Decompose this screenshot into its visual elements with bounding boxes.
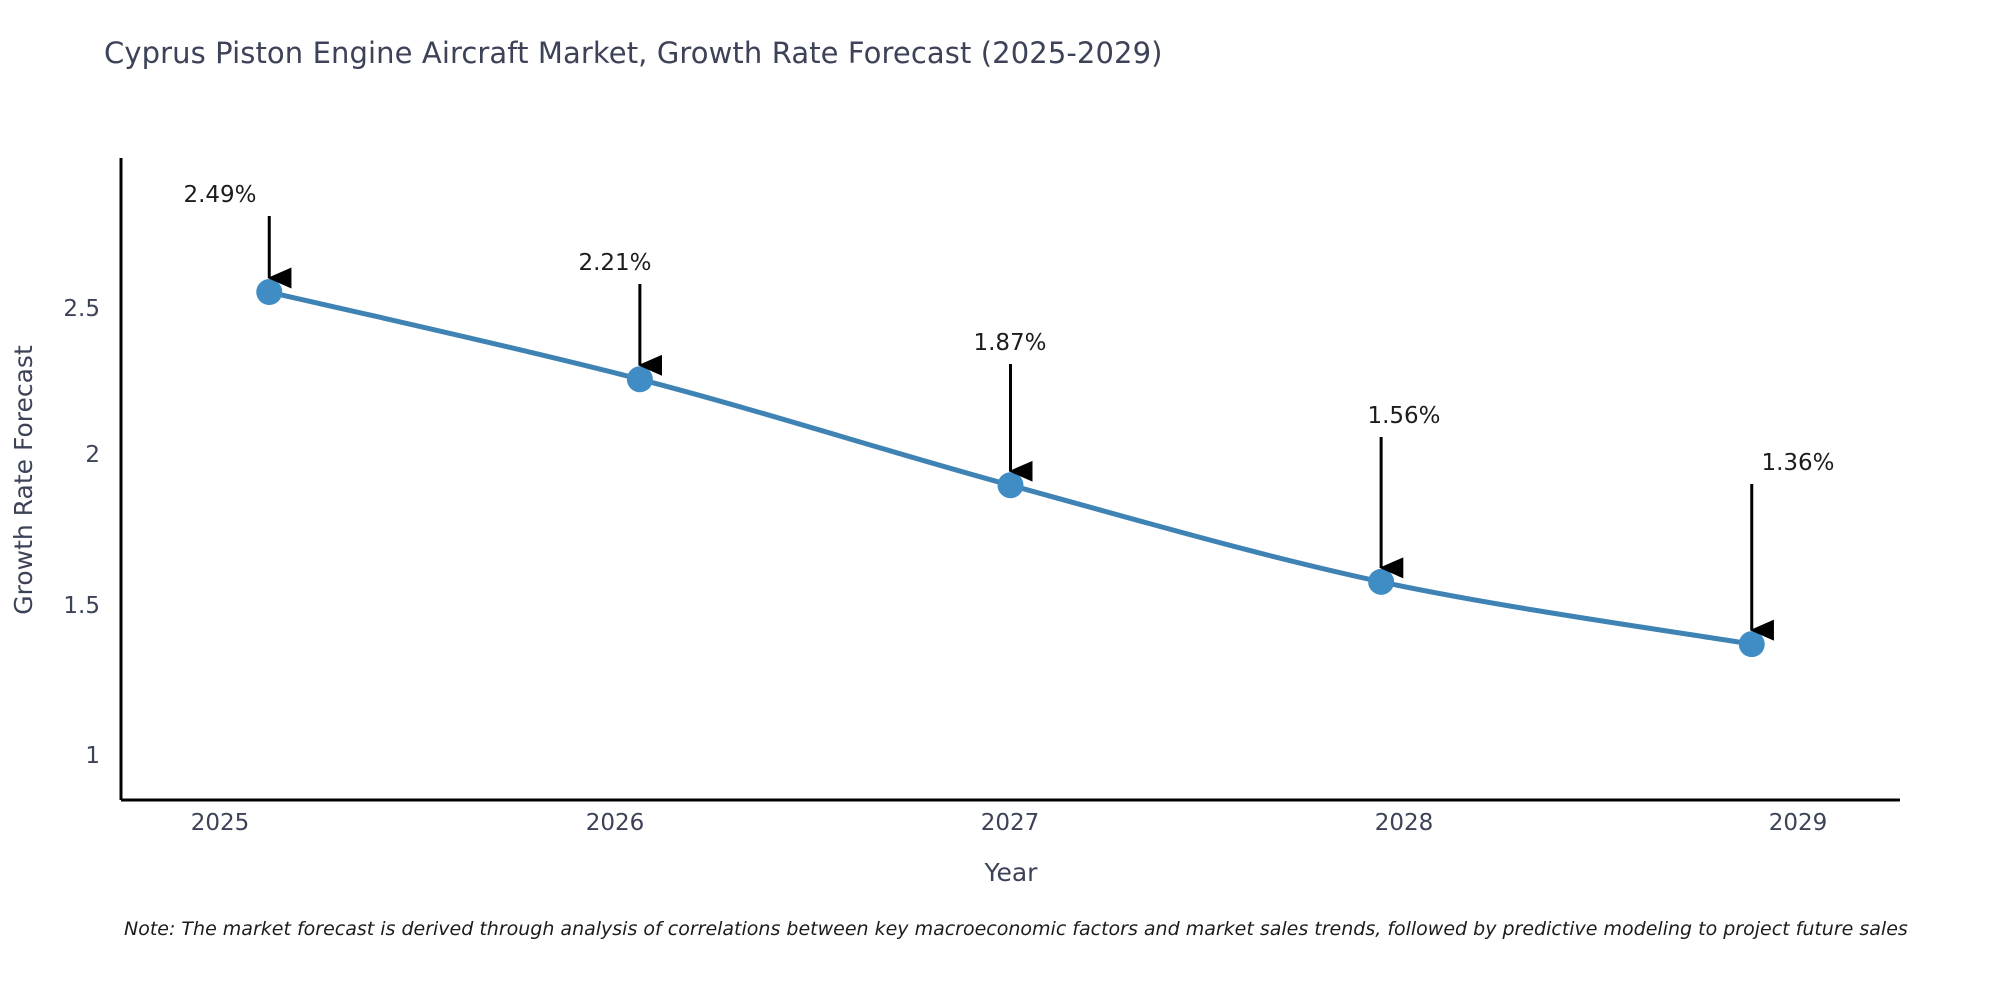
data-point-marker: [626, 366, 653, 393]
x-tick-label: 2028: [1374, 810, 1434, 836]
data-point-marker: [1738, 631, 1765, 658]
point-annotation: 2.21%: [578, 250, 652, 276]
y-tick-label: 2.5: [63, 296, 100, 322]
data-point-marker: [256, 279, 283, 306]
x-tick-label: 2027: [980, 810, 1040, 836]
x-tick-label: 2029: [1768, 810, 1828, 836]
annotation-arrows: [267, 216, 1774, 641]
point-annotation: 1.87%: [973, 330, 1047, 356]
point-annotation: 1.36%: [1761, 450, 1835, 476]
x-tick-label: 2025: [190, 810, 250, 836]
point-annotation: 2.49%: [183, 182, 257, 208]
point-annotation: 1.56%: [1367, 403, 1441, 429]
chart-title: Cyprus Piston Engine Aircraft Market, Gr…: [104, 36, 1163, 70]
data-point-marker: [997, 472, 1024, 499]
x-axis-title: Year: [984, 858, 1038, 887]
chart-footnote: Note: The market forecast is derived thr…: [124, 918, 1908, 940]
x-tick-label: 2026: [585, 810, 645, 836]
data-point-marker: [1368, 568, 1395, 595]
y-tick-label: 1.5: [63, 593, 100, 619]
y-tick-label: 1: [85, 743, 100, 769]
y-tick-label: 2: [85, 442, 100, 468]
